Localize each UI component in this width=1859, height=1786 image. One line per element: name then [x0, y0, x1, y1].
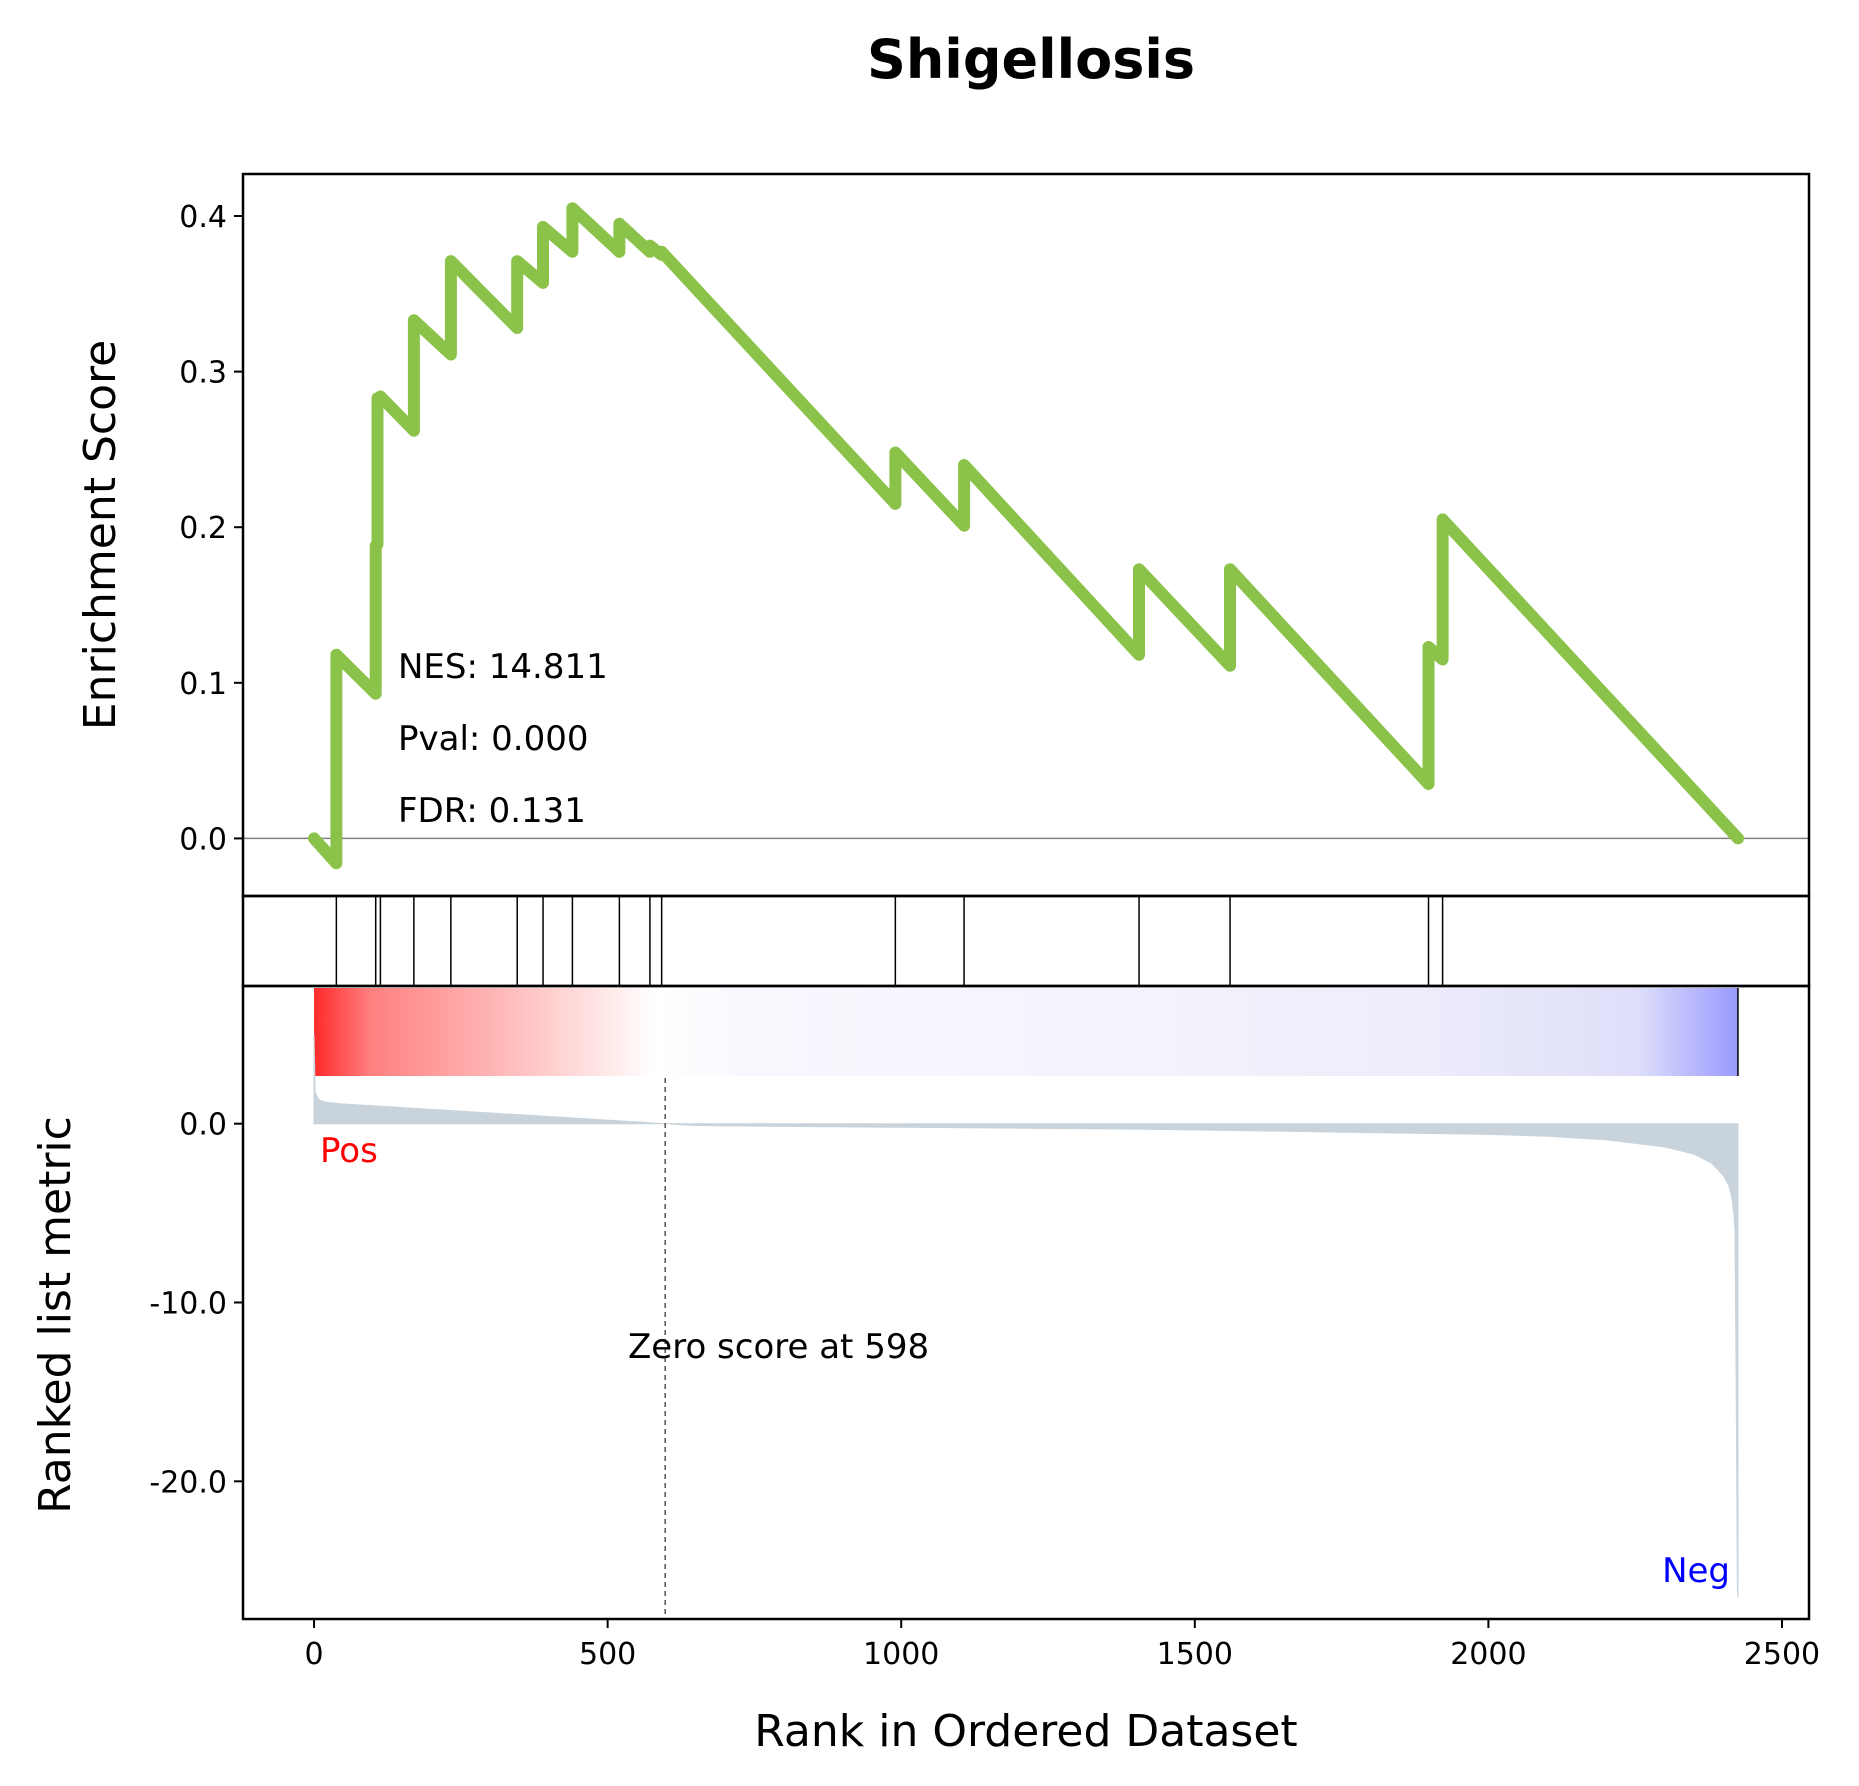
x-tick-label: 2000	[1450, 1637, 1526, 1672]
chart-title: Shigellosis	[867, 28, 1195, 91]
ranked-frame	[241, 984, 1811, 1621]
es-y-tick-label: 0.4	[179, 200, 227, 235]
es-running-line	[308, 202, 1744, 870]
x-ticks: 0 500 1000 1500 2000 2500	[305, 1619, 1820, 1672]
hits-panel	[241, 894, 1811, 988]
es-ylabel: Enrichment Score	[75, 340, 126, 730]
es-y-tick-label: 0.1	[179, 667, 227, 702]
pos-label: Pos	[320, 1131, 378, 1171]
x-tick-label: 0	[305, 1637, 324, 1672]
x-tick-label: 2500	[1744, 1637, 1820, 1672]
fdr-label: FDR: 0.131	[398, 791, 586, 831]
x-axis-label: Rank in Ordered Dataset	[754, 1706, 1297, 1757]
x-tick-label: 1500	[1157, 1637, 1233, 1672]
hits-frame	[241, 894, 1811, 988]
zero-score-label: Zero score at 598	[628, 1327, 929, 1367]
ranked-y-ticks: 0.0 -10.0 -20.0	[149, 1108, 243, 1500]
hit-lines	[335, 896, 1444, 986]
es-y-tick-label: 0.3	[179, 356, 227, 391]
ranked-y-tick-label: 0.0	[179, 1108, 227, 1143]
enrichment-panel: 0.00.10.20.30.4 NES: 14.811 Pval: 0.000 …	[75, 172, 1811, 898]
ranked-metric-area	[313, 1034, 1739, 1598]
es-y-tick-label: 0.2	[179, 511, 227, 546]
x-tick-label: 500	[579, 1637, 636, 1672]
ranked-y-tick-label: -20.0	[149, 1465, 227, 1500]
ranked-panel: Zero score at 598 Pos Neg 0.0-10.0-20.0 …	[30, 984, 1811, 1621]
ranked-y-tick-label: -10.0	[149, 1287, 227, 1322]
es-y-tick-label: 0.0	[179, 822, 227, 857]
es-y-ticks: 0.0 0.1 0.2 0.3 0.4	[179, 200, 243, 857]
pval-label: Pval: 0.000	[398, 719, 589, 759]
ranked-color-bar	[314, 988, 1738, 1076]
nes-label: NES: 14.811	[398, 647, 608, 687]
ranked-ylabel: Ranked list metric	[30, 1116, 81, 1514]
x-tick-label: 1000	[863, 1637, 939, 1672]
neg-label: Neg	[1662, 1551, 1730, 1591]
